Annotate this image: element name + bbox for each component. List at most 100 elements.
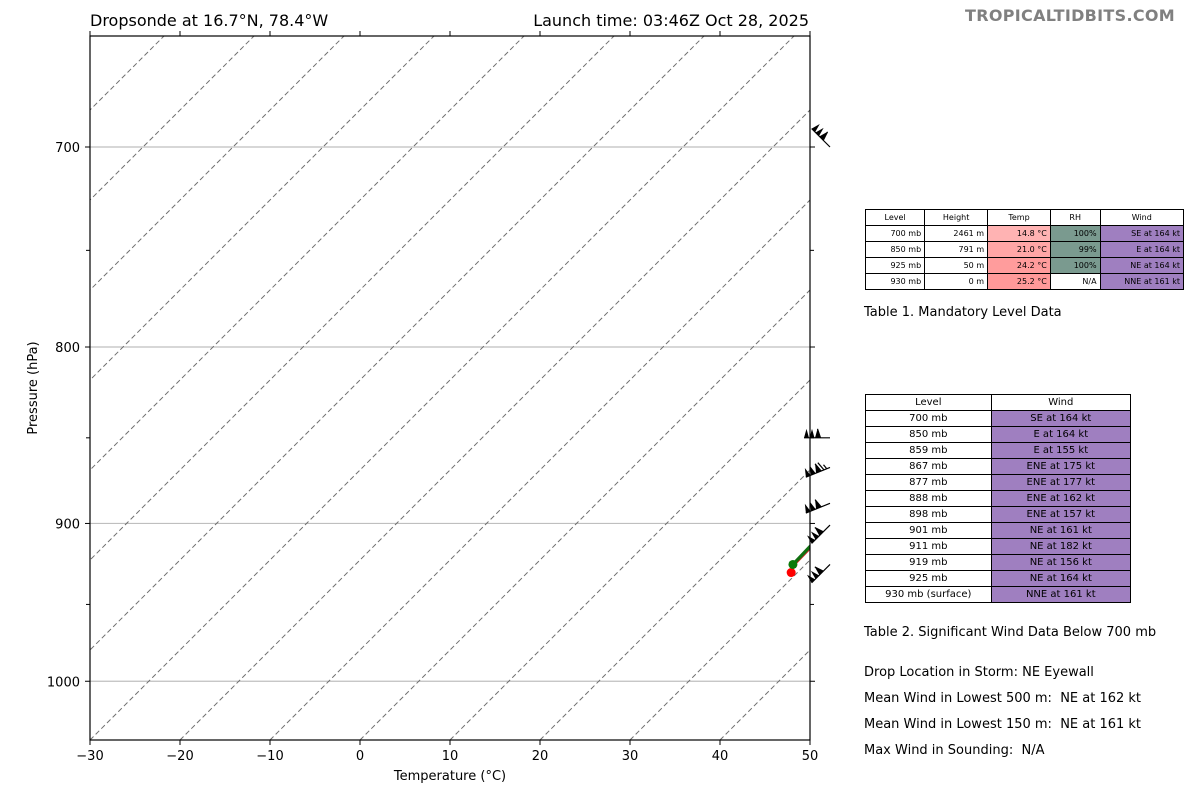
barb-full: [814, 499, 822, 508]
table1-cell-level: 925 mb: [864, 257, 926, 274]
x-tick-label: 50: [802, 749, 819, 764]
isotherm-line: [90, 36, 525, 471]
table2-cell-level: 867 mb: [865, 458, 992, 475]
y-tick-label: 1000: [47, 675, 80, 690]
table1-header-cell: RH: [1049, 209, 1101, 226]
barb-full: [817, 462, 825, 471]
table-row: 898 mb ENE at 157 kt: [865, 506, 1132, 523]
barb-flag: [811, 124, 820, 133]
table1-cell-rh: 99%: [1049, 241, 1101, 258]
table1-cell-rh: N/A: [1049, 273, 1101, 290]
x-tick-label: 0: [356, 749, 364, 764]
table-row: 850 mb E at 164 kt: [865, 426, 1132, 443]
table-row: 911 mb NE at 182 kt: [865, 538, 1132, 555]
significant-wind-table: Level Wind 700 mb SE at 164 kt 850 mb E at 16…: [865, 394, 1132, 603]
wind-barb: [804, 462, 831, 478]
table-row: 925 mb 50 m 24.2 °C 100% NE at 164 kt: [864, 257, 1185, 274]
isotherm-line: [90, 36, 795, 740]
barb-flag: [804, 503, 811, 514]
table-row: 700 mb 2461 m 14.8 °C 100% SE at 164 kt: [864, 225, 1185, 242]
barb-full: [814, 527, 824, 533]
barb-full: [814, 463, 822, 472]
barb-staff: [811, 524, 831, 544]
table1-cell-temp: 24.2 °C: [987, 257, 1051, 274]
table2-cell-level: 919 mb: [865, 554, 992, 571]
barb-flag: [809, 501, 816, 512]
table-row: 859 mb E at 155 kt: [865, 442, 1132, 459]
table1-cell-height: 2461 m: [924, 225, 989, 242]
table2-caption: Table 2. Significant Wind Data Below 700…: [864, 625, 1157, 640]
y-tick-label: 700: [55, 141, 80, 156]
table1-cell-wind: E at 164 kt: [1099, 241, 1185, 258]
table2-cell-wind: ENE at 157 kt: [990, 506, 1132, 523]
table1-cell-temp: 14.8 °C: [987, 225, 1051, 242]
table-row: 867 mb ENE at 175 kt: [865, 458, 1132, 475]
isotherm-line: [90, 36, 165, 111]
table2-cell-wind: SE at 164 kt: [990, 410, 1132, 427]
profile-point: [788, 559, 798, 569]
table2-cell-level: 898 mb: [865, 506, 992, 523]
barb-flag: [804, 428, 809, 438]
table2-cell-wind: E at 155 kt: [990, 442, 1132, 459]
isotherm-line: [449, 379, 810, 740]
barb-full: [822, 131, 829, 141]
x-axis-label: Temperature (°C): [393, 769, 506, 784]
table-row: 930 mb (surface) NNE at 161 kt: [865, 586, 1132, 603]
table2-cell-level: 925 mb: [865, 570, 992, 587]
x-tick-label: −30: [76, 749, 103, 764]
max-wind: Max Wind in Sounding: N/A: [864, 743, 1045, 758]
table2-header-row: Level Wind: [865, 394, 1132, 411]
table1-cell-wind: NE at 164 kt: [1099, 257, 1185, 274]
table1-cell-rh: 100%: [1049, 257, 1101, 274]
table2-cell-wind: NNE at 161 kt: [990, 586, 1132, 603]
wind-barb: [804, 428, 830, 439]
table2-cell-level: 859 mb: [865, 442, 992, 459]
table1-cell-temp: 21.0 °C: [987, 241, 1051, 258]
table1-cell-wind: SE at 164 kt: [1099, 225, 1185, 242]
barb-flag: [810, 570, 820, 579]
y-tick-label: 800: [55, 341, 80, 356]
chart-title: Dropsonde at 16.7°N, 78.4°W: [90, 11, 329, 30]
drop-location: Drop Location in Storm: NE Eyewall: [864, 665, 1094, 680]
x-tick-label: 40: [712, 749, 729, 764]
isotherm-group: [90, 36, 810, 740]
table1-cell-level: 930 mb: [864, 273, 926, 290]
table2-cell-wind: ENE at 175 kt: [990, 458, 1132, 475]
table2-cell-level: 911 mb: [865, 538, 992, 555]
wind-barb: [807, 564, 831, 584]
barb-full: [816, 428, 822, 439]
storm-info: Drop Location in Storm: NE Eyewall Mean W…: [864, 660, 1141, 764]
mandatory-level-table: Level Height Temp RH Wind 700 mb 2461 m 14.8 °C…: [864, 209, 1185, 290]
mean-wind-150m: Mean Wind in Lowest 150 m: NE at 161 kt: [864, 717, 1142, 732]
barb-flag: [815, 127, 824, 137]
table2-cell-level: 877 mb: [865, 474, 992, 491]
table-row: 930 mb 0 m 25.2 °C N/A NNE at 161 kt: [864, 273, 1185, 290]
table1-cell-height: 50 m: [924, 257, 989, 274]
table2-cell-wind: NE at 161 kt: [990, 522, 1132, 539]
y-axis-label: Pressure (hPa): [26, 341, 41, 434]
x-tick-label: 30: [622, 749, 639, 764]
table-row: 901 mb NE at 161 kt: [865, 522, 1132, 539]
barb-flag: [810, 531, 820, 540]
table-row: 700 mb SE at 164 kt: [865, 410, 1132, 427]
table1-header-cell: Temp: [987, 209, 1051, 226]
table1-cell-rh: 100%: [1049, 225, 1101, 242]
table2-cell-level: 888 mb: [865, 490, 992, 507]
table-row: 919 mb NE at 156 kt: [865, 554, 1132, 571]
x-tick-label: 10: [442, 749, 459, 764]
table2-cell-level: 700 mb: [865, 410, 992, 427]
table2-cell-level: 930 mb (surface): [865, 586, 992, 603]
mean-wind-500m: Mean Wind in Lowest 500 m: NE at 162 kt: [864, 691, 1142, 706]
barb-flag: [804, 467, 811, 478]
barb-full: [814, 566, 824, 572]
wind-barb: [804, 499, 831, 514]
barb-flag: [814, 566, 823, 576]
profile-point: [786, 568, 796, 578]
wind-barb: [807, 524, 831, 544]
barb-flag: [809, 428, 815, 438]
table1-cell-level: 700 mb: [864, 225, 926, 242]
site-watermark[interactable]: TROPICALTIDBITS.COM: [965, 6, 1175, 25]
y-tick-label: 900: [55, 517, 80, 532]
table2-header-cell: Wind: [990, 394, 1132, 411]
